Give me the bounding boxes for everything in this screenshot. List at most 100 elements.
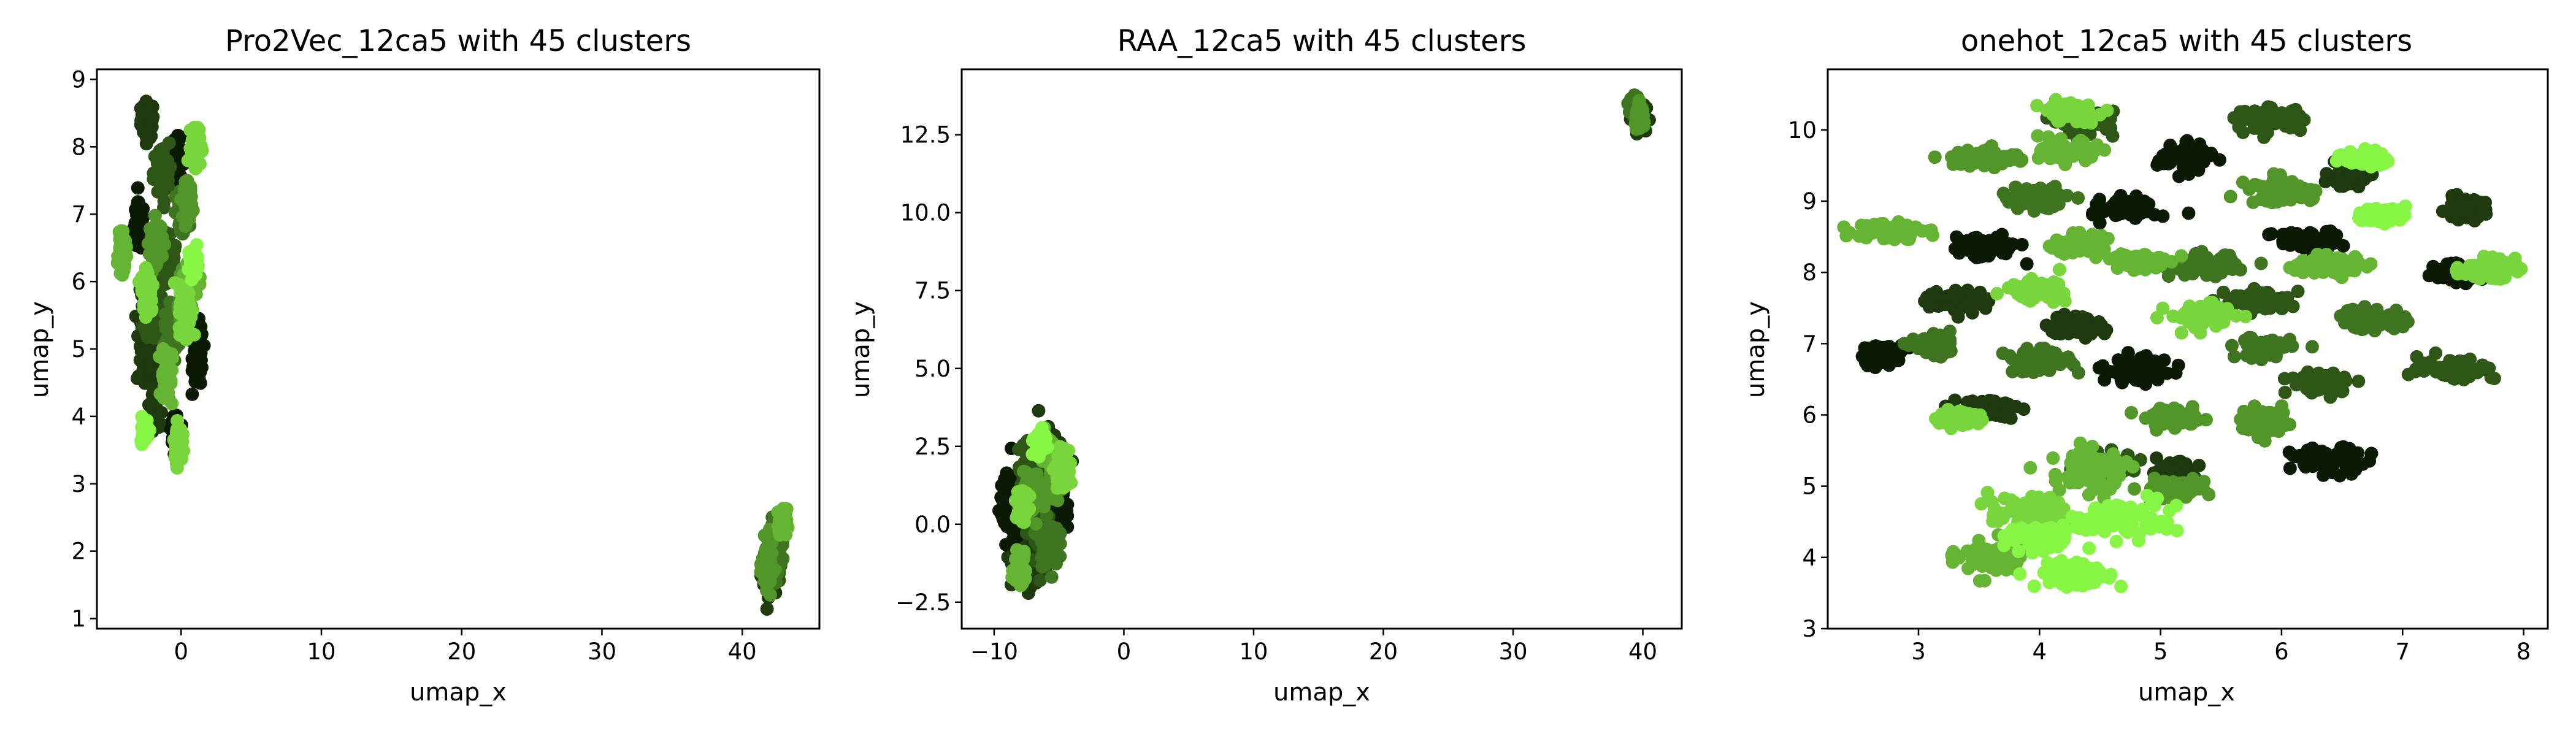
scatter-point <box>2137 350 2151 364</box>
scatter-point <box>170 455 184 469</box>
scatter-point <box>2265 112 2279 126</box>
scatter-point <box>2275 291 2289 305</box>
scatter-point <box>2449 201 2463 215</box>
point-group <box>992 88 1656 600</box>
x-tick-label: 6 <box>2274 638 2289 665</box>
scatter-point <box>2286 299 2300 313</box>
scatter-point <box>2001 404 2015 418</box>
scatter-point <box>2097 204 2111 218</box>
y-tick-label: 2.5 <box>914 434 951 460</box>
scatter-point <box>2324 379 2338 393</box>
chart-title: RAA_12ca5 with 45 clusters <box>1117 24 1527 58</box>
scatter-point <box>148 209 162 223</box>
scatter-point <box>2474 196 2488 210</box>
scatter-point <box>1016 550 1030 564</box>
x-axis-label: umap_x <box>410 678 507 707</box>
scatter-point <box>2337 178 2352 192</box>
scatter-point <box>144 397 158 411</box>
cluster-series <box>132 121 209 475</box>
scatter-point <box>138 105 152 120</box>
x-tick-label: 20 <box>1369 638 1398 665</box>
scatter-point <box>2112 353 2126 367</box>
scatter-point <box>760 546 774 561</box>
scatter-point <box>187 254 201 268</box>
scatter-point <box>174 422 188 436</box>
scatter-point <box>2020 257 2034 271</box>
scatter-point <box>1038 527 1052 541</box>
scatter-point <box>1995 240 2009 255</box>
scatter-point <box>2275 228 2290 242</box>
scatter-point <box>2286 371 2300 385</box>
scatter-point <box>2171 358 2185 372</box>
scatter-point <box>179 321 193 335</box>
scatter-point <box>1942 289 1957 302</box>
scatter-point <box>2227 350 2241 364</box>
y-tick-label: 10 <box>1788 117 1817 144</box>
scatter-point <box>2057 324 2071 338</box>
scatter-point <box>2093 193 2107 207</box>
y-tick-label: 1 <box>71 606 86 632</box>
y-tick-label: 7 <box>71 201 86 228</box>
scatter-point <box>191 121 205 134</box>
y-axis-label: umap_y <box>847 301 875 398</box>
y-tick-label: 6 <box>1802 402 1817 428</box>
cluster-series <box>141 174 782 602</box>
x-tick-label: 3 <box>1911 638 1926 665</box>
y-tick-label: 5 <box>71 336 86 362</box>
scatter-point <box>2060 188 2074 202</box>
x-tick-label: 7 <box>2395 638 2410 665</box>
scatter-point <box>2264 227 2279 241</box>
scatter-point <box>2016 191 2030 205</box>
scatter-point <box>156 147 170 161</box>
scatter-panel-pro2vec: Pro2Vec_12ca5 with 45 clusters umap_x um… <box>26 24 821 707</box>
x-tick-label: 40 <box>728 638 757 665</box>
scatter-point <box>2232 120 2246 134</box>
x-tick-label: 20 <box>447 638 476 665</box>
scatter-point <box>1060 445 1075 459</box>
scatter-point <box>1018 501 1032 515</box>
scatter-point <box>2096 359 2110 373</box>
scatter-point <box>2318 231 2332 245</box>
scatter-point <box>776 517 790 531</box>
scatter-point <box>1012 563 1026 577</box>
scatter-point <box>1017 464 1030 478</box>
x-tick-label: 8 <box>2517 638 2531 665</box>
x-tick-label: 5 <box>2153 638 2168 665</box>
scatter-point <box>2484 370 2498 385</box>
scatter-point <box>2250 107 2264 121</box>
scatter-point <box>2296 241 2310 255</box>
y-tick-label: 3 <box>71 471 86 497</box>
scatter-point <box>151 157 164 171</box>
scatter-point <box>2340 443 2355 457</box>
scatter-point <box>1976 243 1990 258</box>
scatter-point <box>2079 326 2093 340</box>
scatter-point <box>1032 404 1046 418</box>
y-tick-label: 2 <box>71 539 86 565</box>
cluster-series <box>110 224 795 542</box>
x-tick-label: 10 <box>1239 638 1268 665</box>
point-group <box>1837 93 2528 594</box>
y-tick-label: −2.5 <box>895 589 951 616</box>
x-tick-label: 0 <box>174 638 188 665</box>
x-tick-label: 40 <box>1628 638 1657 665</box>
scatter-point <box>159 372 174 386</box>
scatter-point <box>128 216 142 230</box>
scatter-point <box>2451 356 2466 370</box>
scatter-point <box>2156 148 2170 163</box>
scatter-point <box>1044 548 1058 562</box>
scatter-point <box>2352 374 2366 388</box>
scatter-point <box>2288 102 2302 117</box>
scatter-point <box>148 242 162 256</box>
scatter-point <box>2278 385 2292 399</box>
x-tick-label: 4 <box>2033 638 2047 665</box>
scatter-point <box>137 422 151 436</box>
scatter-point <box>2214 266 2228 280</box>
scatter-point <box>1922 300 1936 314</box>
scatter-point <box>2129 204 2144 218</box>
scatter-point <box>2426 259 2440 274</box>
scatter-point <box>1969 231 1984 245</box>
scatter-point <box>1950 230 1963 244</box>
